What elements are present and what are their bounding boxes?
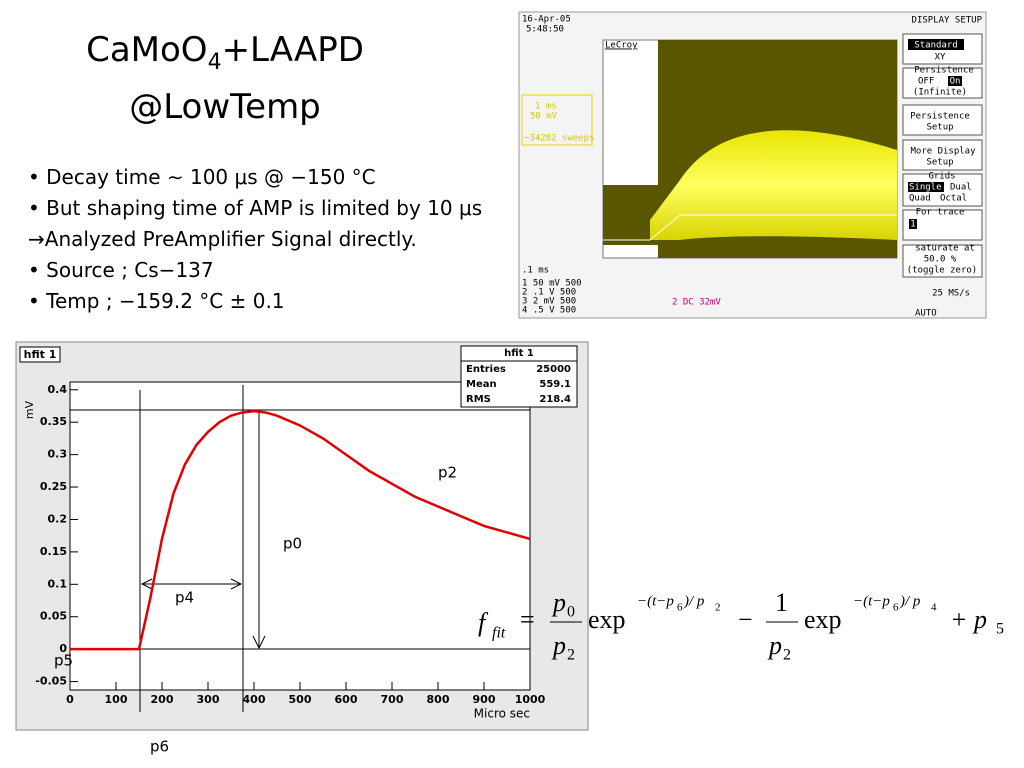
x-tick-label: 100 xyxy=(105,693,128,706)
bullet: →Analyzed PreAmplifier Signal directly. xyxy=(28,224,482,255)
x-tick-label: 300 xyxy=(197,693,220,706)
stats-value: 559.1 xyxy=(539,379,571,390)
title-text: CaMoO xyxy=(86,30,208,70)
y-tick-label: 0.1 xyxy=(48,577,68,590)
formula-part: p xyxy=(551,631,566,660)
stats-key: RMS xyxy=(466,394,491,405)
x-tick-label: 700 xyxy=(381,693,404,706)
formula-part: p xyxy=(767,631,782,660)
formula-part: 2 xyxy=(783,647,791,664)
x-tick-label: 1000 xyxy=(515,693,546,706)
annotation: p2 xyxy=(438,464,457,482)
y-tick-label: 0.35 xyxy=(40,415,67,428)
formula-part: −(t−p xyxy=(853,593,890,609)
bullet: • Temp ; −159.2 °C ± 0.1 xyxy=(28,289,285,313)
x-tick-label: 200 xyxy=(151,693,174,706)
title-text: @LowTemp xyxy=(129,86,321,127)
stats-box: hfit 1 Entries 25000 Mean 559.1 RMS 218.… xyxy=(460,345,578,408)
plot-area xyxy=(69,381,531,691)
arrow-head xyxy=(252,635,266,650)
bullet-text: But shaping time of AMP is limited by 10… xyxy=(46,196,483,220)
annotation: p0 xyxy=(283,535,302,553)
formula-part: 6 xyxy=(893,602,899,614)
formula-part: 5 xyxy=(996,621,1004,638)
x-tick-label: 800 xyxy=(427,693,450,706)
formula-part: )/ p xyxy=(683,593,705,609)
arrow-head xyxy=(140,578,243,590)
formula-part: 4 xyxy=(931,602,937,614)
stats-value: 218.4 xyxy=(539,394,571,405)
plot-title-box xyxy=(19,346,61,363)
formula: f fit = p 0 p 2 exp −(t−p 6 )/ p 2 − 1 p… xyxy=(478,588,1004,664)
formula-part: exp xyxy=(588,605,626,634)
annotation: p6 xyxy=(150,738,169,756)
arrow: → xyxy=(28,227,45,251)
formula-part: − xyxy=(738,605,753,634)
y-tick-label: -0.05 xyxy=(35,675,67,688)
formula-part: 6 xyxy=(677,602,683,614)
y-tick-label: 0.15 xyxy=(40,545,67,558)
x-tick-label: 600 xyxy=(335,693,358,706)
x-tick-label: 0 xyxy=(66,693,74,706)
formula-part: −(t−p xyxy=(637,593,674,609)
annotation-lines xyxy=(70,385,531,712)
fit-line xyxy=(70,409,531,651)
formula-part: 2 xyxy=(567,647,575,664)
bullet-text: Decay time ∼ 100 μs @ −150 °C xyxy=(46,165,376,189)
formula-part: 0 xyxy=(567,604,575,621)
x-tick-label: 900 xyxy=(473,693,496,706)
y-tick-label: 0.4 xyxy=(48,383,68,396)
y-axis-label: mV xyxy=(23,400,36,419)
annotation: p4 xyxy=(175,589,194,607)
x-tick-label: 400 xyxy=(243,693,266,706)
y-tick-label: 0.3 xyxy=(48,448,68,461)
y-tick-label: 0.25 xyxy=(40,480,67,493)
bullet-text: Source ; Cs−137 xyxy=(46,258,214,282)
formula-part: fit xyxy=(492,625,506,642)
formula-part: )/ p xyxy=(899,593,921,609)
annotation: p5 xyxy=(54,652,73,670)
stats-key: Mean xyxy=(466,379,497,390)
slide-title: CaMoO4+LAAPD @LowTemp xyxy=(60,28,390,129)
formula-part: = xyxy=(520,605,535,634)
y-tick-label: 0 xyxy=(59,642,67,655)
y-tick-label: 0.2 xyxy=(48,512,68,525)
stats-value: 25000 xyxy=(536,364,571,375)
bullet-list: • Decay time ∼ 100 μs @ −150 °C • But sh… xyxy=(28,162,482,317)
title-text: +LAAPD xyxy=(221,30,364,70)
x-axis-label: Micro sec xyxy=(474,707,530,721)
bullet: • But shaping time of AMP is limited by … xyxy=(28,196,483,220)
bullet-text: Analyzed PreAmplifier Signal directly. xyxy=(44,227,417,251)
bullet-text: Temp ; −159.2 °C ± 0.1 xyxy=(46,289,285,313)
formula-part: p xyxy=(551,588,566,617)
formula-part: + p xyxy=(950,605,987,634)
x-tick-label: 500 xyxy=(289,693,312,706)
formula-part: 1 xyxy=(775,588,788,617)
stats-title: hfit 1 xyxy=(504,348,534,359)
y-tick-label: 0.05 xyxy=(40,610,67,623)
bullet: • Decay time ∼ 100 μs @ −150 °C xyxy=(28,165,376,189)
stats-key: Entries xyxy=(466,364,506,375)
formula-part: f xyxy=(478,608,489,637)
formula-part: 2 xyxy=(715,602,721,614)
bullet: • Source ; Cs−137 xyxy=(28,258,214,282)
plot-title: hfit 1 xyxy=(24,348,57,361)
formula-part: exp xyxy=(804,605,842,634)
title-subscript: 4 xyxy=(207,49,222,75)
stats-frame xyxy=(460,345,578,408)
